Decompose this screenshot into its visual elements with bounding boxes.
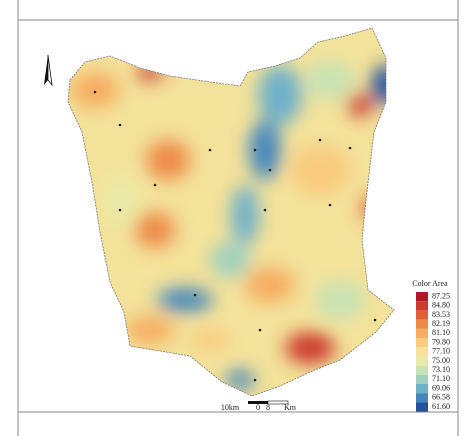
legend-label: 75.00: [432, 356, 450, 365]
legend-label: 82.19: [432, 319, 450, 328]
scale-label: 0: [256, 403, 260, 412]
legend-swatch: [416, 301, 428, 311]
legend-swatch: [416, 384, 428, 394]
legend-swatch: [416, 393, 428, 403]
scale-bar: 10km 0 8 Km: [221, 400, 297, 412]
legend-label: 61.60: [432, 402, 450, 411]
legend-label: 79.80: [432, 337, 450, 346]
legend-swatch: [416, 356, 428, 366]
scale-label: 8: [266, 403, 270, 412]
legend-label: 81.10: [432, 328, 450, 337]
legend-swatch: [416, 310, 428, 320]
legend-swatch: [416, 347, 428, 357]
legend-label: 77.10: [432, 347, 450, 356]
legend-swatch: [416, 338, 428, 348]
legend-label: 69.06: [432, 383, 450, 392]
north-arrow: [44, 54, 53, 87]
legend-swatch: [416, 402, 428, 412]
legend-label: 83.53: [432, 310, 450, 319]
scale-label: Km: [284, 403, 297, 412]
legend-label: 84.80: [432, 301, 450, 310]
legend-swatch: [416, 374, 428, 384]
legend-swatch: [416, 365, 428, 375]
legend-title: Color Area: [412, 279, 448, 288]
legend-swatch: [416, 319, 428, 329]
legend-swatch: [416, 292, 428, 302]
legend-label: 73.10: [432, 365, 450, 374]
legend-label: 71.10: [432, 374, 450, 383]
legend-swatch: [416, 328, 428, 338]
station-points: [93, 90, 377, 382]
frame: [17, 0, 459, 436]
scale-label: 10km: [221, 403, 240, 412]
legend: Color Area 87.2584.8083.5382.1981.1079.8…: [412, 279, 450, 412]
legend-label: 66.58: [432, 393, 450, 402]
region-outline: [67, 27, 395, 397]
legend-label: 87.25: [432, 291, 450, 300]
